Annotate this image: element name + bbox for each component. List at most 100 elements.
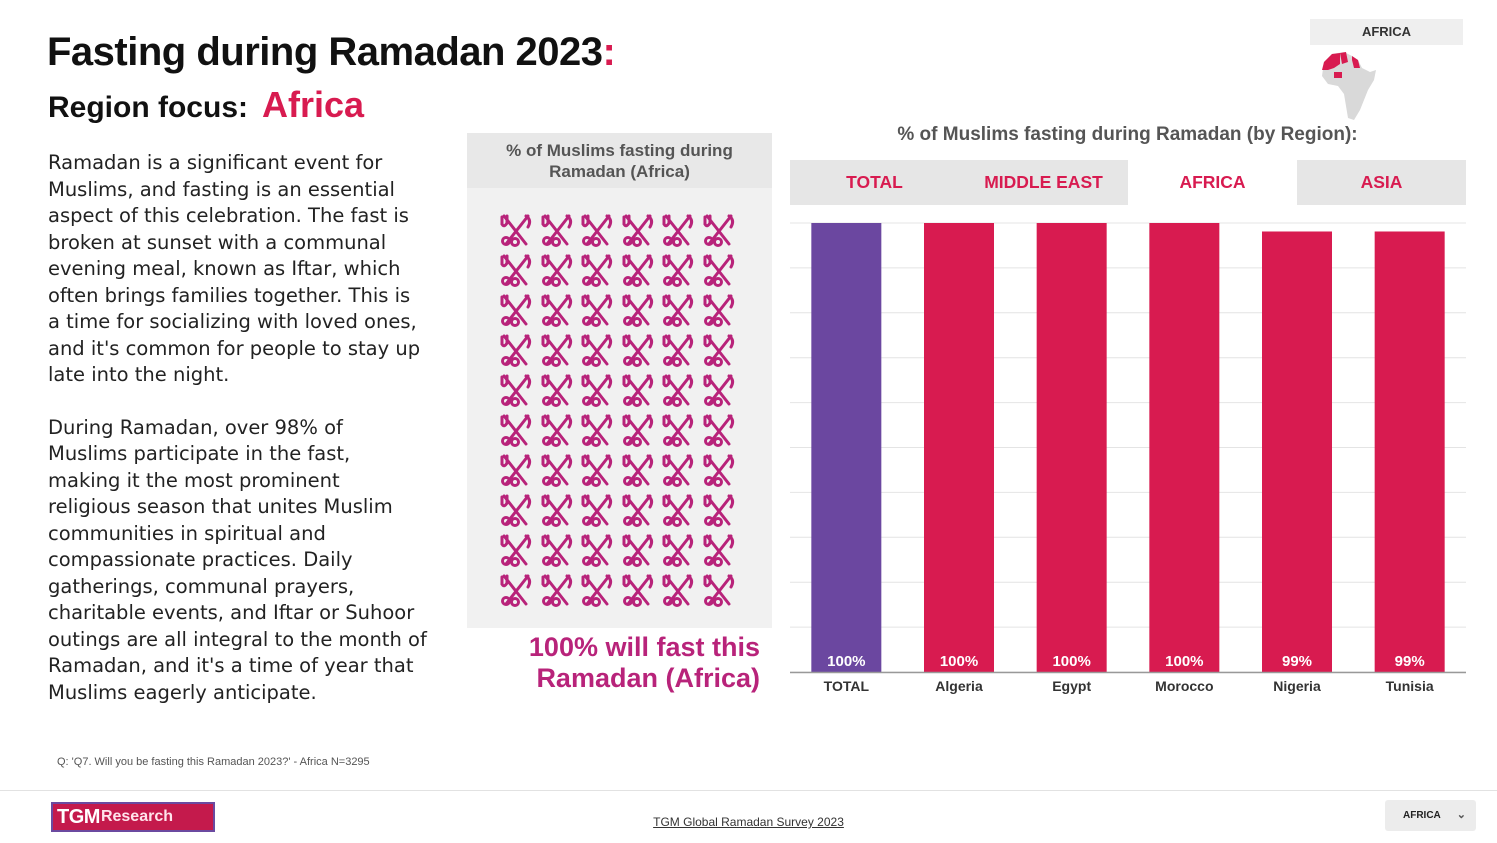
footer-divider xyxy=(0,790,1497,791)
x-tick-label: Nigeria xyxy=(1273,678,1321,694)
bar-total xyxy=(811,223,882,672)
fork-knife-crossed-icon xyxy=(662,294,694,327)
fork-knife-crossed-icon xyxy=(581,214,613,247)
fork-knife-crossed-icon xyxy=(622,494,653,527)
fork-knife-crossed-icon xyxy=(662,534,694,567)
chevron-down-icon: ⌄ xyxy=(1456,809,1466,821)
fork-knife-crossed-icon xyxy=(622,334,653,367)
page-title: Fasting during Ramadan 2023: xyxy=(47,30,616,74)
fork-knife-crossed-icon xyxy=(581,294,613,327)
fork-knife-crossed-icon xyxy=(500,454,532,487)
fork-knife-crossed-icon xyxy=(622,574,653,607)
bar-algeria xyxy=(924,223,994,672)
fork-knife-crossed-icon xyxy=(541,454,572,487)
tab-total[interactable]: TOTAL xyxy=(846,172,903,192)
bar-morocco xyxy=(1149,223,1220,672)
chart-title: % of Muslims fasting during Ramadan (by … xyxy=(897,124,1358,145)
x-tick-label: Egypt xyxy=(1052,678,1091,694)
fork-knife-crossed-icon xyxy=(541,414,572,447)
x-tick-label: Tunisia xyxy=(1386,678,1434,694)
fork-knife-crossed-icon xyxy=(662,574,694,607)
fork-knife-crossed-icon xyxy=(581,374,613,407)
fork-knife-crossed-icon xyxy=(500,214,532,247)
fork-knife-crossed-icon xyxy=(581,494,613,527)
fork-knife-crossed-icon xyxy=(703,334,734,367)
fork-knife-crossed-icon xyxy=(500,414,532,447)
fork-knife-crossed-icon xyxy=(703,254,734,287)
data-label: 100% xyxy=(827,653,865,670)
fork-knife-crossed-icon xyxy=(662,454,694,487)
fork-knife-crossed-icon xyxy=(703,414,734,447)
data-label: 100% xyxy=(940,653,978,670)
fork-knife-crossed-icon xyxy=(581,254,613,287)
fork-knife-crossed-icon xyxy=(581,534,613,567)
fork-knife-crossed-icon xyxy=(703,494,734,527)
fork-knife-crossed-icon xyxy=(581,454,613,487)
region-select[interactable]: AFRICA ⌄ xyxy=(1385,800,1476,831)
fork-knife-crossed-icon xyxy=(500,254,532,287)
icon-panel-title: % of Muslims fasting during Ramadan (Afr… xyxy=(467,133,772,188)
data-label: 100% xyxy=(1165,653,1203,670)
fork-knife-crossed-icon xyxy=(622,414,653,447)
fork-knife-crossed-icon xyxy=(581,414,613,447)
data-label: 99% xyxy=(1395,653,1425,670)
fork-knife-crossed-icon xyxy=(703,574,734,607)
tgm-research-logo[interactable]: TGM Research xyxy=(51,802,215,832)
fork-knife-crossed-icon xyxy=(541,374,572,407)
fork-knife-crossed-icon xyxy=(500,334,532,367)
fork-knife-crossed-icon xyxy=(662,494,694,527)
fork-knife-crossed-icon xyxy=(541,334,572,367)
title-colon: : xyxy=(602,30,616,74)
fork-knife-crossed-icon xyxy=(703,374,734,407)
description-paragraph-1: Ramadan is a significant event for Musli… xyxy=(48,151,421,386)
x-tick-label: TOTAL xyxy=(824,678,870,694)
fork-knife-crossed-icon xyxy=(662,414,694,447)
logo-mark: TGM xyxy=(57,805,100,828)
fork-knife-crossed-icon xyxy=(541,534,572,567)
fork-knife-crossed-icon xyxy=(622,254,653,287)
bar-tunisia xyxy=(1374,231,1445,672)
region-select-value: AFRICA xyxy=(1403,810,1441,821)
icon-grid xyxy=(499,213,736,607)
page-subtitle: Region focus: Africa xyxy=(48,84,364,126)
map-label: AFRICA xyxy=(1310,19,1463,45)
fork-knife-crossed-icon xyxy=(622,374,653,407)
icon-panel: % of Muslims fasting during Ramadan (Afr… xyxy=(467,133,772,628)
tab-africa[interactable]: AFRICA xyxy=(1128,160,1297,205)
data-label: 100% xyxy=(1052,653,1090,670)
footnote: Q: 'Q7. Will you be fasting this Ramadan… xyxy=(57,756,370,768)
fork-knife-crossed-icon xyxy=(622,294,653,327)
fork-knife-crossed-icon xyxy=(703,294,734,327)
fork-knife-crossed-icon xyxy=(541,574,572,607)
bar-egypt xyxy=(1036,223,1107,672)
fork-knife-crossed-icon xyxy=(703,214,734,247)
fork-knife-crossed-icon xyxy=(703,454,734,487)
x-tick-label: Algeria xyxy=(935,678,983,694)
fork-knife-crossed-icon xyxy=(500,534,532,567)
data-label: 99% xyxy=(1282,653,1312,670)
fork-knife-crossed-icon xyxy=(662,374,694,407)
fork-knife-crossed-icon xyxy=(541,214,572,247)
tab-middle-east[interactable]: MIDDLE EAST xyxy=(984,172,1103,192)
fork-knife-crossed-icon xyxy=(581,574,613,607)
description-text: Ramadan is a significant event for Musli… xyxy=(48,150,428,706)
fork-knife-crossed-icon xyxy=(541,294,572,327)
x-tick-label: Morocco xyxy=(1155,678,1213,694)
bar-nigeria xyxy=(1262,231,1332,672)
region-tabs: TOTAL MIDDLE EAST AFRICA ASIA xyxy=(790,160,1466,205)
fork-knife-crossed-icon xyxy=(581,334,613,367)
africa-map-icon xyxy=(1322,52,1376,120)
fork-knife-crossed-icon xyxy=(541,254,572,287)
tab-asia[interactable]: ASIA xyxy=(1360,172,1403,192)
fork-knife-crossed-icon xyxy=(662,214,694,247)
fork-knife-crossed-icon xyxy=(622,214,653,247)
fork-knife-crossed-icon xyxy=(500,294,532,327)
survey-link[interactable]: TGM Global Ramadan Survey 2023 xyxy=(653,815,844,829)
fork-knife-crossed-icon xyxy=(662,334,694,367)
fork-knife-crossed-icon xyxy=(622,534,653,567)
fork-knife-crossed-icon xyxy=(500,494,532,527)
fork-knife-crossed-icon xyxy=(622,454,653,487)
fork-knife-crossed-icon xyxy=(500,574,532,607)
fork-knife-crossed-icon xyxy=(703,534,734,567)
fork-knife-crossed-icon xyxy=(500,374,532,407)
